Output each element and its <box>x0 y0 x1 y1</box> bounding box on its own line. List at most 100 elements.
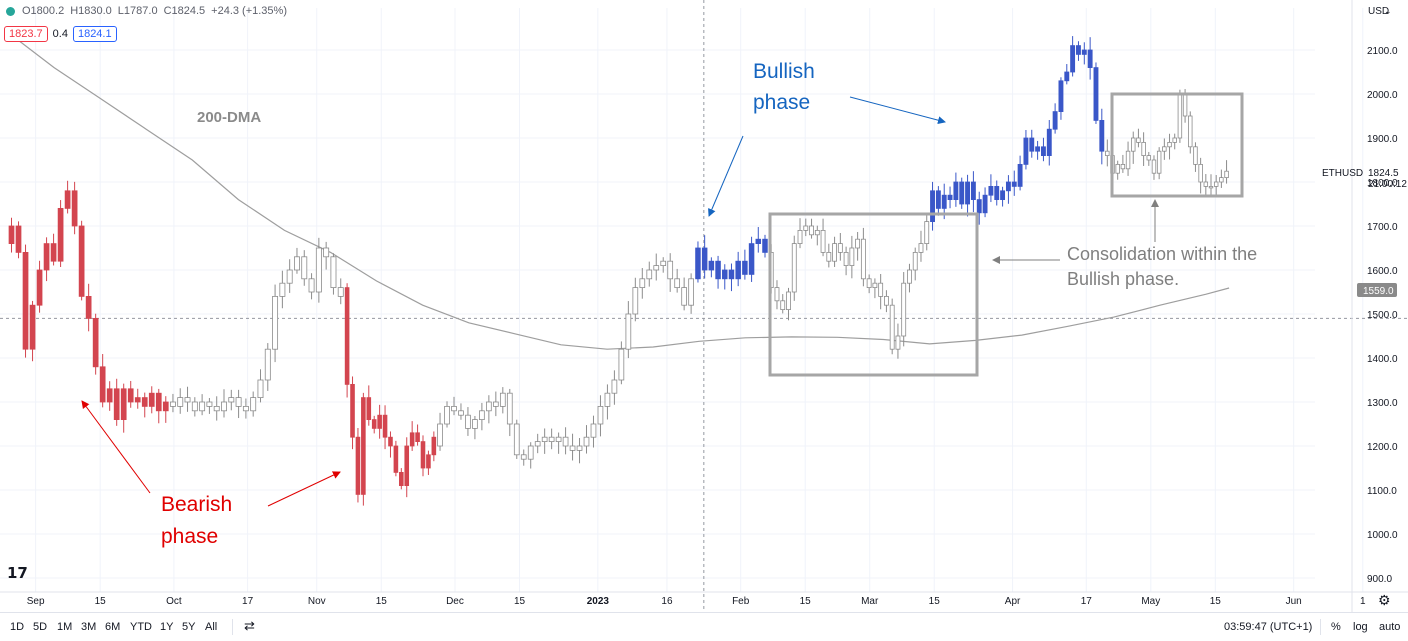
candle <box>350 376 355 450</box>
time-tick-label: 16 <box>661 596 673 607</box>
candle <box>681 277 687 311</box>
range-all[interactable]: All <box>205 621 218 633</box>
candle <box>653 253 660 281</box>
candle-body <box>1203 181 1209 187</box>
candle <box>36 260 43 313</box>
candle <box>377 404 382 439</box>
ask-button[interactable]: 1824.1 <box>72 26 117 42</box>
candle-body <box>393 445 399 473</box>
candle <box>1156 147 1162 180</box>
candle <box>99 354 106 408</box>
candle-body <box>562 436 569 447</box>
candle-body <box>982 194 988 214</box>
candle-body <box>924 221 930 245</box>
candle <box>872 278 878 299</box>
candle-body <box>1046 128 1052 156</box>
candle-body <box>548 436 555 443</box>
bearish-arrow-2 <box>267 471 341 507</box>
candle <box>199 394 206 416</box>
log-toggle[interactable]: log <box>1353 621 1368 633</box>
auto-toggle[interactable]: auto <box>1379 621 1401 633</box>
settings-gear-icon[interactable]: ⚙ <box>1378 592 1391 608</box>
candle <box>901 272 907 347</box>
range-6m[interactable]: 6M <box>105 621 121 633</box>
candle <box>786 287 791 321</box>
candle <box>451 396 457 416</box>
candle-body <box>272 295 279 350</box>
range-1m[interactable]: 1M <box>57 621 73 633</box>
range-ytd[interactable]: YTD <box>130 621 152 633</box>
candle <box>393 440 399 477</box>
candle <box>639 268 646 299</box>
candle <box>388 431 393 458</box>
time-tick-label: 15 <box>376 596 388 607</box>
legend-close: C1824.5 <box>163 5 206 17</box>
candle-body <box>1076 45 1081 55</box>
candle <box>1141 132 1146 166</box>
time-tick-label: Sep <box>27 596 45 607</box>
candle <box>279 270 286 309</box>
price-tick-label: 1000.0 <box>1367 530 1398 541</box>
candle-body <box>1120 163 1126 170</box>
legend-low: L1787.0 <box>117 5 158 17</box>
candle-body <box>860 238 866 280</box>
candle-body <box>674 278 681 288</box>
candle <box>1064 64 1070 85</box>
tradingview-logo[interactable]: 17 <box>7 564 28 582</box>
currency-dropdown-icon[interactable]: ⌄ <box>1384 6 1392 16</box>
candle <box>264 343 271 391</box>
candle-body <box>1099 120 1105 152</box>
candle <box>382 405 388 450</box>
candle <box>301 250 308 286</box>
candle-body <box>1035 146 1041 152</box>
candle <box>555 432 562 454</box>
candle <box>1125 141 1131 176</box>
candle-body <box>279 282 286 297</box>
candle <box>583 425 590 454</box>
candle-body <box>708 260 715 271</box>
candle <box>85 283 92 332</box>
bid-button[interactable]: 1823.7 <box>4 26 48 42</box>
candle <box>791 235 797 301</box>
currency-label[interactable]: USD <box>1368 6 1389 17</box>
time-axis: Sep 15 Oct 17 Nov 15 Dec 15 2023 16 Feb 15 Mar 15 Apr 1… <box>0 591 1408 607</box>
candle <box>1115 160 1120 180</box>
candle <box>965 174 971 217</box>
candle <box>1040 137 1046 162</box>
range-5y[interactable]: 5Y <box>182 621 196 633</box>
candle <box>1023 130 1029 170</box>
time-tick-label: 15 <box>929 596 941 607</box>
candle <box>57 200 64 267</box>
candle-body <box>162 401 169 412</box>
range-1y[interactable]: 1Y <box>160 621 174 633</box>
candle-body <box>590 423 597 438</box>
date-range-icon[interactable]: ⇄ <box>244 618 255 633</box>
candle-body <box>444 405 450 425</box>
candle <box>994 180 1000 206</box>
candle-body <box>849 247 855 267</box>
candle <box>1213 175 1219 198</box>
range-1d[interactable]: 1D <box>10 621 25 633</box>
candle <box>1035 140 1041 160</box>
candle <box>169 393 176 413</box>
percent-toggle[interactable]: % <box>1331 621 1341 633</box>
candle-body <box>786 291 791 311</box>
candle <box>735 251 741 287</box>
candle <box>444 401 450 428</box>
time-tick-label: Nov <box>308 596 326 607</box>
candle-body <box>583 436 590 447</box>
range-5d[interactable]: 5D <box>33 621 48 633</box>
range-3m[interactable]: 3M <box>81 621 97 633</box>
candle <box>597 395 604 437</box>
candle <box>50 233 57 266</box>
candle-body <box>1131 137 1136 152</box>
candle-body <box>415 432 420 442</box>
spread-value: 0.4 <box>52 28 68 40</box>
candle <box>437 412 443 451</box>
candle-body <box>1177 93 1183 139</box>
candle <box>1224 160 1229 184</box>
clock-display[interactable]: 03:59:47 (UTC+1) <box>1224 621 1313 633</box>
candle-body <box>1167 141 1172 148</box>
